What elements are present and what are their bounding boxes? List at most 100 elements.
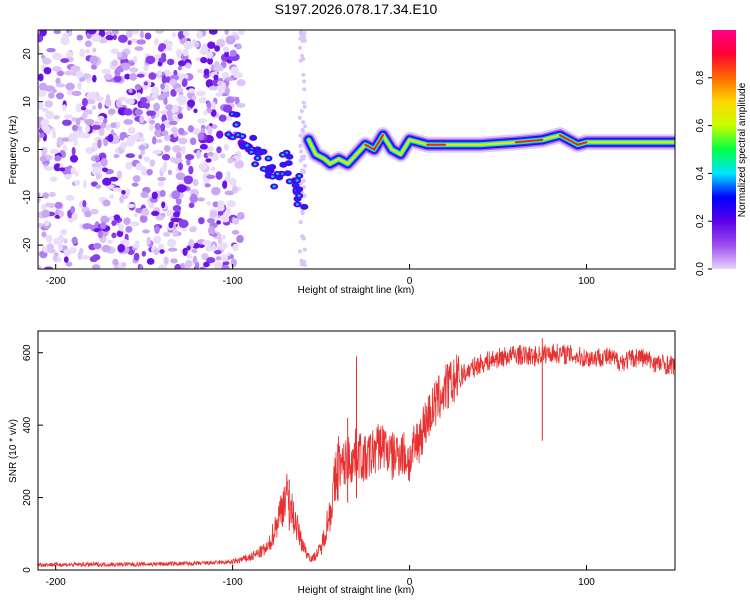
noise-blob [125,153,136,159]
noise-blob [198,118,206,123]
noise-blob [71,116,77,122]
noise-blob [95,96,105,102]
noise-blob [39,156,47,162]
noise-blob [300,211,305,216]
noise-blob [139,264,144,269]
noise-blob [41,107,49,113]
noise-blob [302,104,307,109]
noise-blob [43,67,52,75]
noise-blob [44,266,54,269]
noise-blob [186,254,193,259]
noise-blob [142,229,150,234]
noise-blob [38,196,41,204]
noise-blob [207,145,214,152]
noise-blob [220,264,230,269]
noise-blob [144,32,152,40]
noise-blob [232,217,240,225]
noise-blob [100,215,109,224]
noise-blob [86,92,94,99]
spectrogram-xtick-label: -100 [223,276,243,287]
noise-blob [68,132,78,142]
noise-blob [152,149,162,155]
noise-blob [143,156,151,163]
noise-blob [105,94,111,102]
noise-blob [188,88,196,94]
noise-blob [130,38,138,43]
noise-blob [225,96,235,104]
noise-blob [71,212,78,221]
noise-blob [203,68,210,76]
noise-blob [177,60,186,67]
signal-blob-peak [226,133,230,136]
noise-blob [65,82,75,91]
signal-blob-peak [249,150,253,154]
noise-blob [41,209,50,218]
noise-blob [156,69,163,78]
spectrogram-y-label: Frequency (Hz) [8,116,19,185]
noise-blob [177,113,184,120]
noise-blob [229,253,234,260]
noise-blob [39,133,45,138]
noise-blob [71,236,78,245]
noise-blob [43,124,51,134]
noise-blob [146,169,153,176]
noise-blob [183,40,194,50]
snr-line-layer [38,338,675,568]
noise-blob [132,244,140,249]
noise-blob [182,48,189,57]
noise-blob [178,219,189,228]
noise-blob [38,192,41,197]
noise-blob [95,173,101,180]
noise-blob [46,47,56,53]
noise-blob [165,209,176,217]
signal-peak-segment [559,134,588,146]
noise-blob [38,89,47,97]
noise-blob [229,177,237,187]
noise-blob [163,134,171,142]
noise-blob [209,210,218,218]
noise-blob [97,139,102,149]
noise-blob [42,192,50,199]
noise-blob [49,148,59,155]
noise-blob [105,123,111,131]
noise-blob [161,153,171,161]
noise-blob [299,149,304,154]
noise-blob [39,30,47,37]
noise-blob [139,97,148,103]
noise-blob [222,180,228,189]
noise-blob [126,203,136,209]
noise-blob [195,90,206,97]
noise-blob [300,38,305,43]
noise-blob [184,259,193,269]
noise-blob [53,30,61,35]
signal-blob-peak [245,144,249,147]
noise-blob [198,162,208,171]
noise-blob [191,248,198,254]
spectrogram-ytick-label: -20 [22,237,33,252]
noise-blob [41,231,47,238]
noise-blob [111,220,117,226]
noise-blob [143,64,149,72]
noise-blob [82,200,87,208]
noise-blob [178,30,184,40]
noise-blob [91,264,101,269]
noise-blob [155,139,163,144]
noise-blob [117,243,126,253]
noise-blob [175,172,186,181]
noise-blob [174,87,184,93]
noise-blob [89,208,99,215]
noise-blob [302,163,307,168]
noise-blob [216,220,221,225]
noise-blob [185,62,192,69]
spectrogram-ytick-label: 0 [22,146,33,152]
noise-blob [235,43,242,50]
noise-blob [149,122,154,132]
noise-blob [172,145,182,153]
noise-blob [238,30,245,35]
noise-blob [111,30,119,35]
signal-blob-core [296,187,302,192]
noise-blob [180,145,186,155]
noise-blob [82,180,87,189]
noise-blob [159,189,166,197]
